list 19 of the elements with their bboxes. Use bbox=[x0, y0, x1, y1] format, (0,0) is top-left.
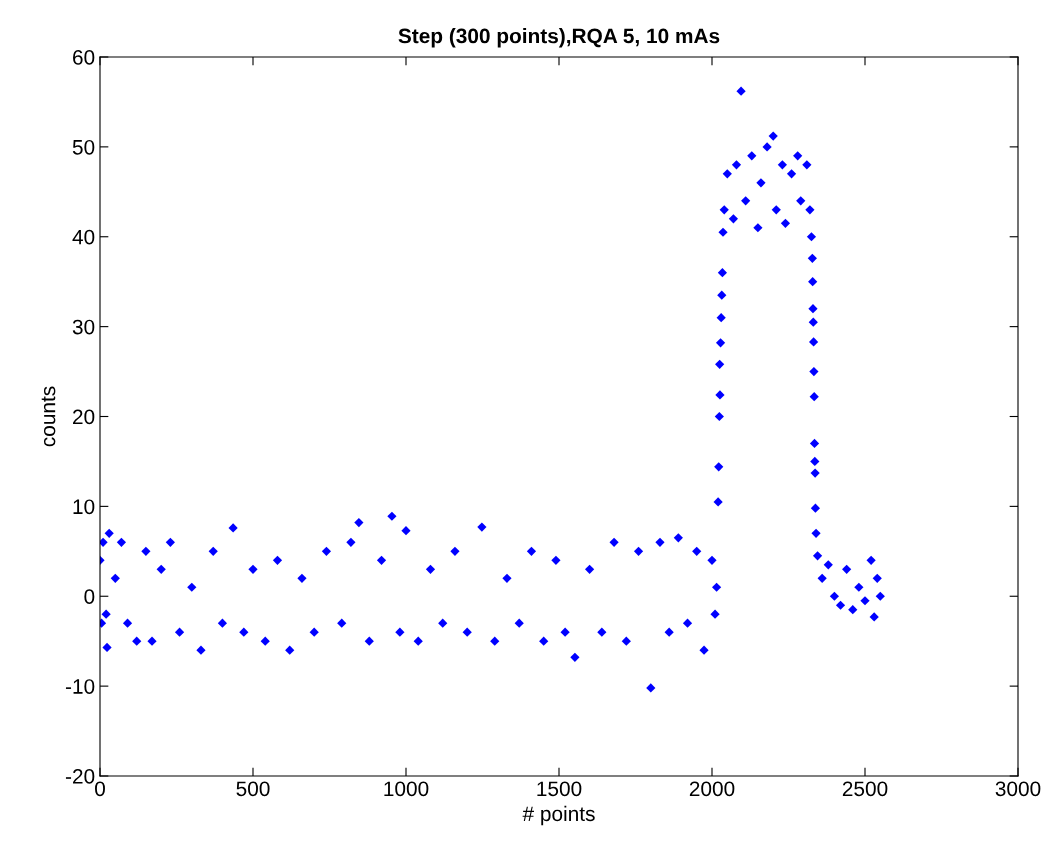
y-tick-label: 10 bbox=[73, 499, 95, 515]
x-tick-label: 2000 bbox=[689, 781, 735, 797]
chart-title: Step (300 points),RQA 5, 10 mAs bbox=[398, 28, 720, 48]
y-tick-label: 30 bbox=[72, 319, 95, 335]
y-tick-label: 20 bbox=[73, 409, 95, 425]
y-tick-label: -10 bbox=[65, 679, 95, 694]
x-tick-label: 500 bbox=[236, 781, 270, 797]
x-tick-label: 2500 bbox=[842, 781, 888, 797]
y-tick-label: -20 bbox=[65, 769, 95, 784]
y-tick-label: 50 bbox=[72, 139, 95, 155]
x-axis-title: # points bbox=[522, 805, 595, 826]
y-tick-label: 0 bbox=[84, 589, 95, 604]
x-tick-label: 3000 bbox=[995, 781, 1041, 797]
y-tick-label: 60 bbox=[73, 50, 95, 65]
y-tick-label: 40 bbox=[72, 229, 95, 245]
y-axis-title: counts bbox=[41, 386, 56, 447]
x-tick-label: 1500 bbox=[537, 781, 582, 797]
x-tick-label: 1000 bbox=[384, 781, 429, 797]
x-tick-label: 0 bbox=[95, 781, 105, 797]
